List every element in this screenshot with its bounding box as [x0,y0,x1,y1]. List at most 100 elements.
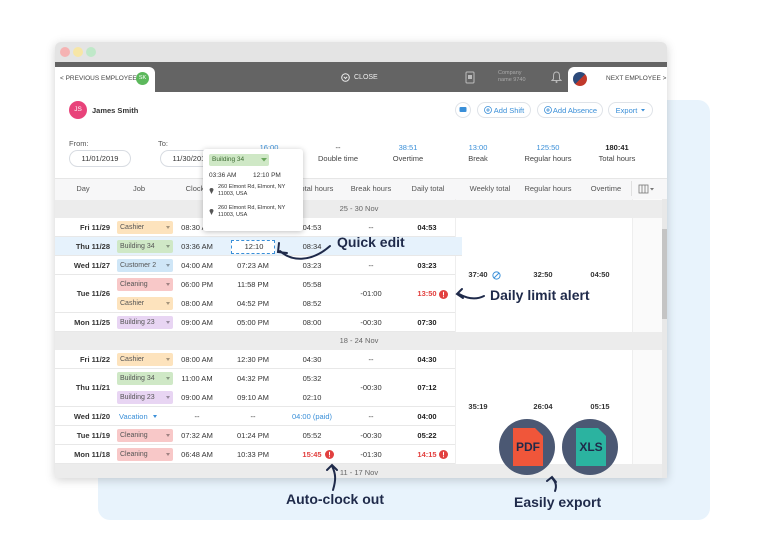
day: Fri 11/29 [79,222,110,232]
prev-employee[interactable]: < PREVIOUS EMPLOYEE [60,75,137,82]
job: Cashier [120,299,145,307]
weekly-total: 35:19 [468,402,488,411]
export[interactable]: Export [615,106,638,115]
device-icon [465,71,475,84]
job-tag[interactable]: Cashier [117,221,173,234]
xls-label: XLS [579,440,602,454]
quick-edit-note: Quick edit [337,234,405,250]
alert-icon [325,450,334,459]
weekly-total: 37:40 [468,270,488,279]
job-tag[interactable]: Building 23 [117,316,173,329]
add-shift-button[interactable]: Add Shift [477,102,531,118]
job: Building 23 [120,393,155,401]
job: Cashier [120,355,145,363]
popup-job[interactable]: Building 34 [209,154,269,166]
approve-icon[interactable] [492,270,501,280]
shift-hours: 05:32 [302,373,322,383]
job-tag[interactable]: Cleaning [117,448,173,461]
bell-icon[interactable] [551,71,562,83]
day: Mon 11/25 [74,317,110,327]
day-row[interactable] [55,256,455,275]
job-tag[interactable]: Cashier [117,297,173,310]
week-band [55,332,662,350]
popup-in: 03:36 AM [209,172,237,179]
day-row[interactable] [55,369,455,407]
scroll-thumb[interactable] [662,229,667,319]
clock-in: 04:00 AM [181,260,213,270]
job-caret [166,283,170,286]
job-tag[interactable]: Cleaning [117,429,173,442]
prev-initials: SK [136,72,149,85]
scrollbar[interactable] [662,199,667,478]
job-tag[interactable]: Cleaning [117,278,173,291]
next-avatar [573,72,587,86]
daily-total: 04:53 [417,222,437,232]
column-title: Break hours [350,183,392,193]
stat-value: 38:51 [398,143,418,152]
break-hours: -- [368,260,374,270]
column-title: Regular hours [524,183,572,193]
arrow-head [546,475,557,483]
close-dot[interactable] [60,47,70,57]
from-date[interactable]: 11/01/2019 [69,150,131,167]
chat-button[interactable] [455,102,471,118]
absence-caret [153,415,157,418]
add-absence-button[interactable]: Add Absence [537,102,603,118]
break-hours: -00:30 [360,317,382,327]
minimize-dot[interactable] [73,47,83,57]
day-row[interactable] [55,218,455,237]
add-absence[interactable]: Add Absence [552,106,598,115]
employee-name: James Smith [92,106,139,115]
daily-total: 05:22 [417,430,437,440]
clock-out[interactable]: 12:10 [244,241,264,251]
clock-out-edit[interactable]: 12:10 [231,239,275,254]
day-row[interactable] [55,426,455,445]
next-employee[interactable]: NEXT EMPLOYEE > [606,75,667,82]
clock-out: 04:52 PM [236,298,270,308]
day: Mon 11/18 [74,449,110,459]
day-row[interactable] [55,313,455,332]
stat-value: 16:00 [259,143,279,152]
column-picker[interactable] [631,181,660,196]
stat-value: -- [335,143,341,152]
absence-type[interactable]: Vacation [119,411,148,421]
close-icon[interactable] [341,73,350,82]
stat-value: 180:41 [605,143,629,152]
arrow-head [276,242,288,254]
alert-icon [439,450,448,459]
add-shift[interactable]: Add Shift [493,106,525,115]
job-tag[interactable]: Cashier [117,353,173,366]
clock-in: 08:30 AM [181,222,213,232]
break-hours: -00:30 [360,430,382,440]
shift-hours: 08:00 [302,317,322,327]
shift-hours: 04:30 [302,354,322,364]
day-row[interactable] [55,407,455,426]
pin-icon [209,188,214,194]
daily-total: 04:00 [417,411,437,421]
job-tag[interactable]: Building 23 [117,391,173,404]
prev-employee-tab[interactable]: < PREVIOUS EMPLOYEE SK [55,67,155,92]
close[interactable]: CLOSE [354,74,378,81]
day-row[interactable] [55,275,455,313]
job: Cleaning [120,280,148,288]
shift-hours: 02:10 [302,392,322,402]
next-employee-tab[interactable]: NEXT EMPLOYEE > [568,67,667,92]
export-button[interactable]: Export [608,102,653,118]
stat-label: Double time [317,154,359,163]
maximize-dot[interactable] [86,47,96,57]
day-row[interactable] [55,445,455,464]
daily-limit-note: Daily limit alert [490,287,590,303]
job-caret [166,264,170,267]
job-tag[interactable]: Customer 2 [117,259,173,272]
stat-value: 13:00 [468,143,488,152]
job-tag[interactable]: Building 34 [117,372,173,385]
day-row[interactable] [55,350,455,369]
job-caret [166,358,170,361]
day: Wed 11/20 [73,411,110,421]
company: Company name 9740 [498,70,526,83]
regular-hours: 26:04 [533,402,553,411]
job-tag[interactable]: Building 34 [117,240,173,253]
overtime: 05:15 [590,402,610,411]
daily-total: 04:30 [417,354,437,364]
column-title: Overtime [590,183,622,193]
